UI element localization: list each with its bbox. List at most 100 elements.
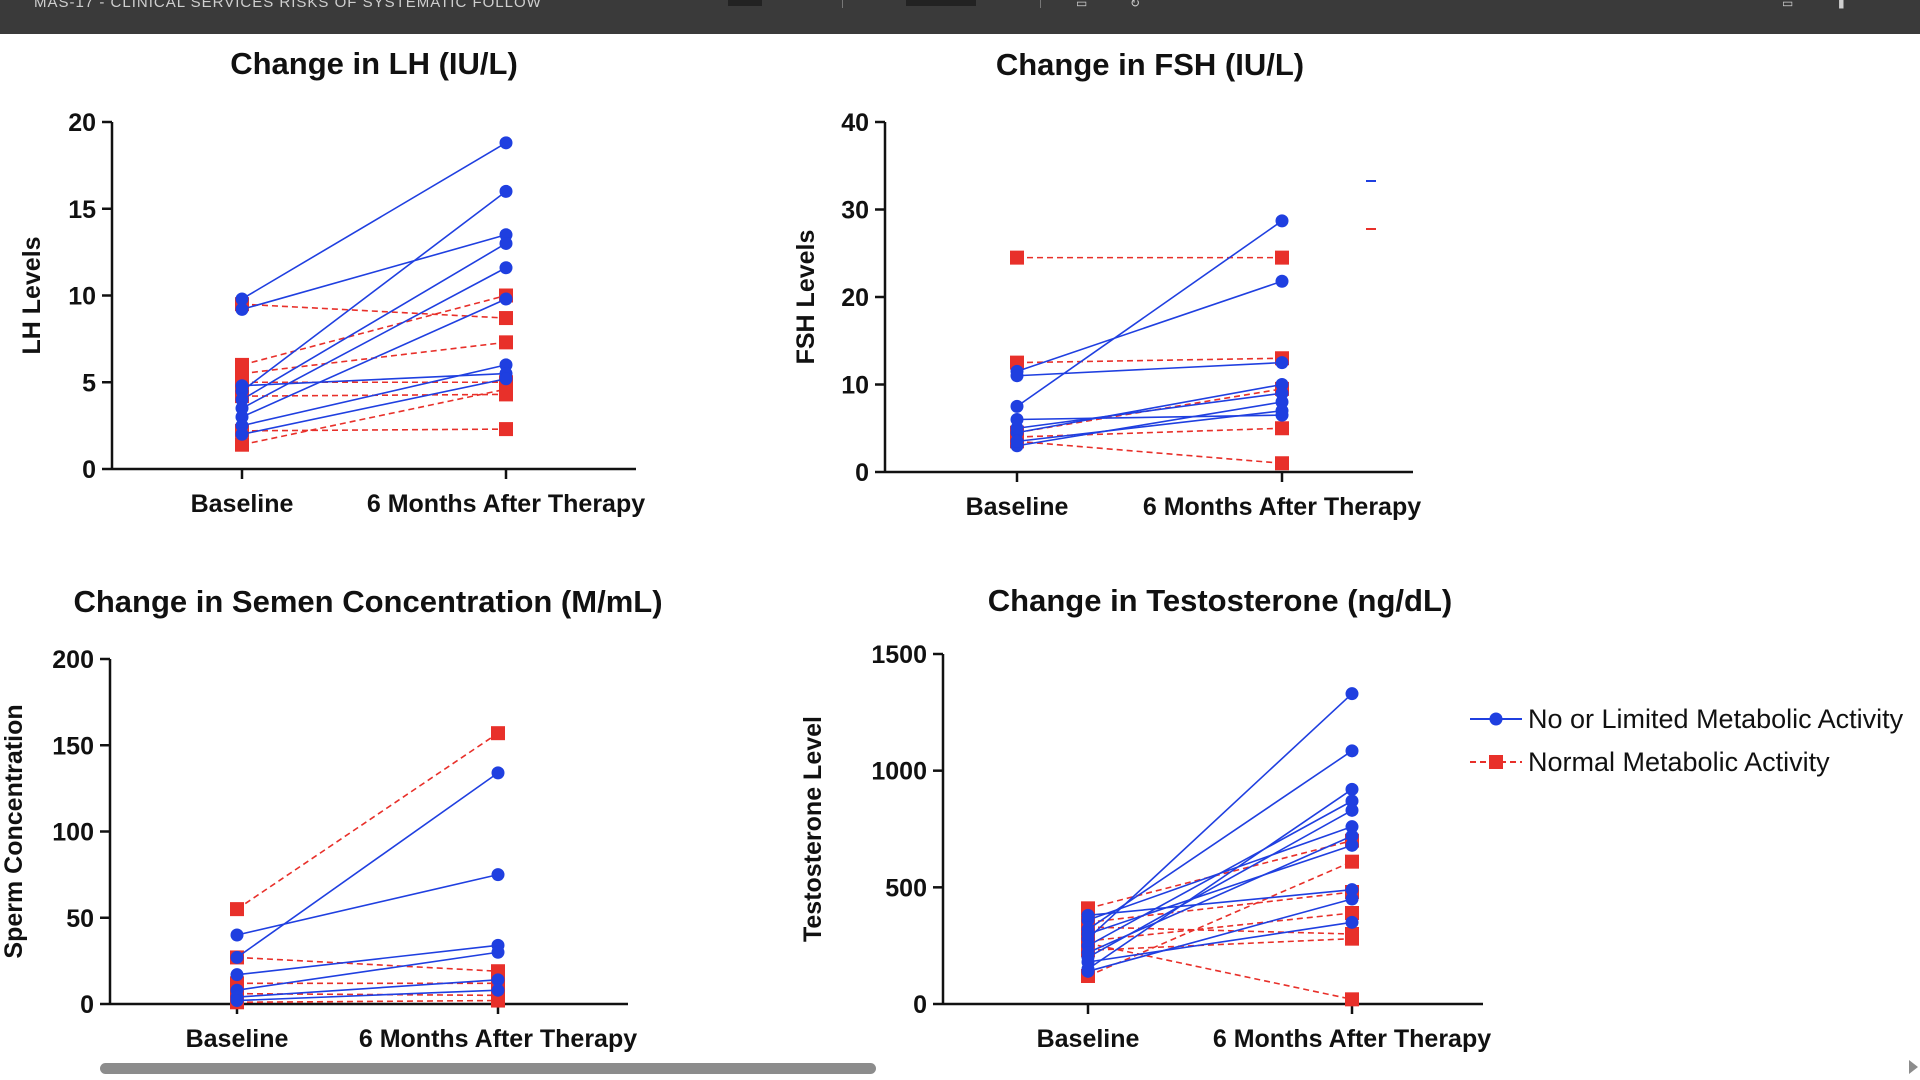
normal-activity-point [499,335,513,350]
limited-activity-point [499,136,513,150]
limited-activity-line [1087,898,1353,973]
limited-activity-line [1016,401,1283,447]
limited-activity-point [499,372,513,386]
normal-activity-line [1087,860,1353,977]
normal-activity-line [236,999,499,1004]
chart-title: Change in Testosterone (ng/dL) [988,583,1452,618]
limited-activity-point [499,261,513,275]
limited-activity-line [1087,888,1353,917]
limited-activity-line [1087,788,1353,970]
figure-canvas: Change in LH (IU/L) LH Levels 0 5 10 15 20 Base… [0,46,1904,1053]
normal-activity-line [241,303,507,319]
limited-activity-line [241,298,507,418]
y-tick-label: 100 [52,819,94,847]
limited-activity-point [1345,803,1359,817]
limited-activity-point [1081,908,1095,922]
limited-activity-line [1087,825,1353,921]
limited-activity-line [1016,414,1283,421]
normal-activity-point [491,726,505,741]
limited-activity-point [1081,946,1095,960]
y-tick-label: 10 [68,283,96,311]
limited-activity-point [1345,782,1359,796]
y-tick-label: 15 [68,196,96,224]
normal-activity-point [1275,421,1289,436]
page-number-box[interactable] [728,0,762,6]
normal-activity-point [235,437,249,452]
limited-activity-line [241,142,507,300]
chart-area: Change in LH (IU/L) LH Levels 0 5 10 15 20 Base… [0,34,1920,1056]
normal-activity-point [499,382,513,397]
x-tick-label: 6 Months After Therapy [359,1025,637,1053]
normal-activity-line [1016,357,1283,364]
normal-activity-point [1010,250,1024,265]
limited-activity-point [499,184,513,198]
y-tick-label: 50 [66,905,94,933]
chart-panel: Change in FSH (IU/L) FSH Levels 0 10 20 30 40 B… [792,47,1421,521]
normal-activity-line [241,428,507,432]
download-icon[interactable]: ▭ [1782,0,1794,10]
scroll-right-arrow-icon[interactable] [1909,1060,1918,1074]
limited-activity-point [1275,408,1289,422]
normal-activity-point [499,422,513,437]
limited-activity-point [1345,892,1359,906]
y-tick-label: 1500 [871,641,927,669]
rotate-icon[interactable]: ↻ [1130,0,1141,10]
limited-activity-point [1345,883,1359,897]
limited-activity-point [1345,744,1359,758]
limited-activity-point [491,868,505,882]
zoom-level-box[interactable] [906,0,976,6]
horizontal-scrollbar[interactable] [0,1056,1920,1080]
limited-activity-line [236,772,499,959]
limited-activity-point [235,427,249,441]
y-tick-label: 30 [841,197,869,225]
more-icon[interactable]: ▮ [1838,0,1845,10]
chart-panel: Change in Semen Concentration (M/mL) Sper… [0,584,663,1053]
normal-activity-point [499,311,513,326]
normal-activity-line [236,956,499,973]
normal-activity-line [1087,912,1353,942]
limited-activity-point [1345,915,1359,929]
legend-label: Normal Metabolic Activity [1528,747,1830,777]
chart-panel: Change in LH (IU/L) LH Levels 0 5 10 15 20 Base… [18,46,645,518]
normal-activity-line [1016,440,1283,465]
y-tick-label: 40 [841,109,869,137]
limited-activity-line [236,979,499,998]
normal-activity-point [1275,250,1289,265]
limited-activity-point [235,292,249,306]
legend-label: No or Limited Metabolic Activity [1528,704,1904,734]
limited-activity-line [1016,280,1283,373]
normal-activity-point [1345,906,1359,920]
y-tick-label: 0 [80,991,94,1019]
limited-activity-line [241,234,507,311]
normal-activity-line [236,732,499,910]
y-tick-label: 0 [855,459,869,487]
limited-activity-line [1087,693,1353,940]
print-icon[interactable]: ▭ [1076,0,1088,10]
y-tick-label: 0 [82,456,96,484]
limited-activity-line [236,873,499,936]
limited-activity-line [236,951,499,991]
y-tick-label: 10 [841,372,869,400]
limited-activity-line [241,267,507,409]
limited-activity-point [1010,399,1024,413]
limited-activity-line [1016,361,1283,377]
limited-activity-line [1016,392,1283,430]
toolbar-divider [1040,0,1041,8]
normal-activity-point [230,902,244,917]
window-title-bar: MAS-17 - CLINICAL SERVICES RISKS OF SYST… [0,0,1920,34]
y-tick-label: 5 [82,369,96,397]
limited-activity-point [1010,434,1024,448]
toolbar-divider [842,0,843,8]
x-tick-label: Baseline [966,493,1069,521]
y-tick-label: 20 [841,284,869,312]
limited-activity-point [235,302,249,316]
y-axis-label: Testosterone Level [799,716,827,942]
y-axis-label: LH Levels [18,236,46,354]
limited-activity-point [230,968,244,982]
chart-panel: Change in Testosterone (ng/dL) Testostero… [799,583,1491,1053]
normal-activity-line [1087,891,1353,924]
y-tick-label: 0 [913,991,927,1019]
scrollbar-thumb[interactable] [100,1063,876,1074]
normal-activity-line [241,388,507,446]
limited-activity-point [1345,794,1359,808]
